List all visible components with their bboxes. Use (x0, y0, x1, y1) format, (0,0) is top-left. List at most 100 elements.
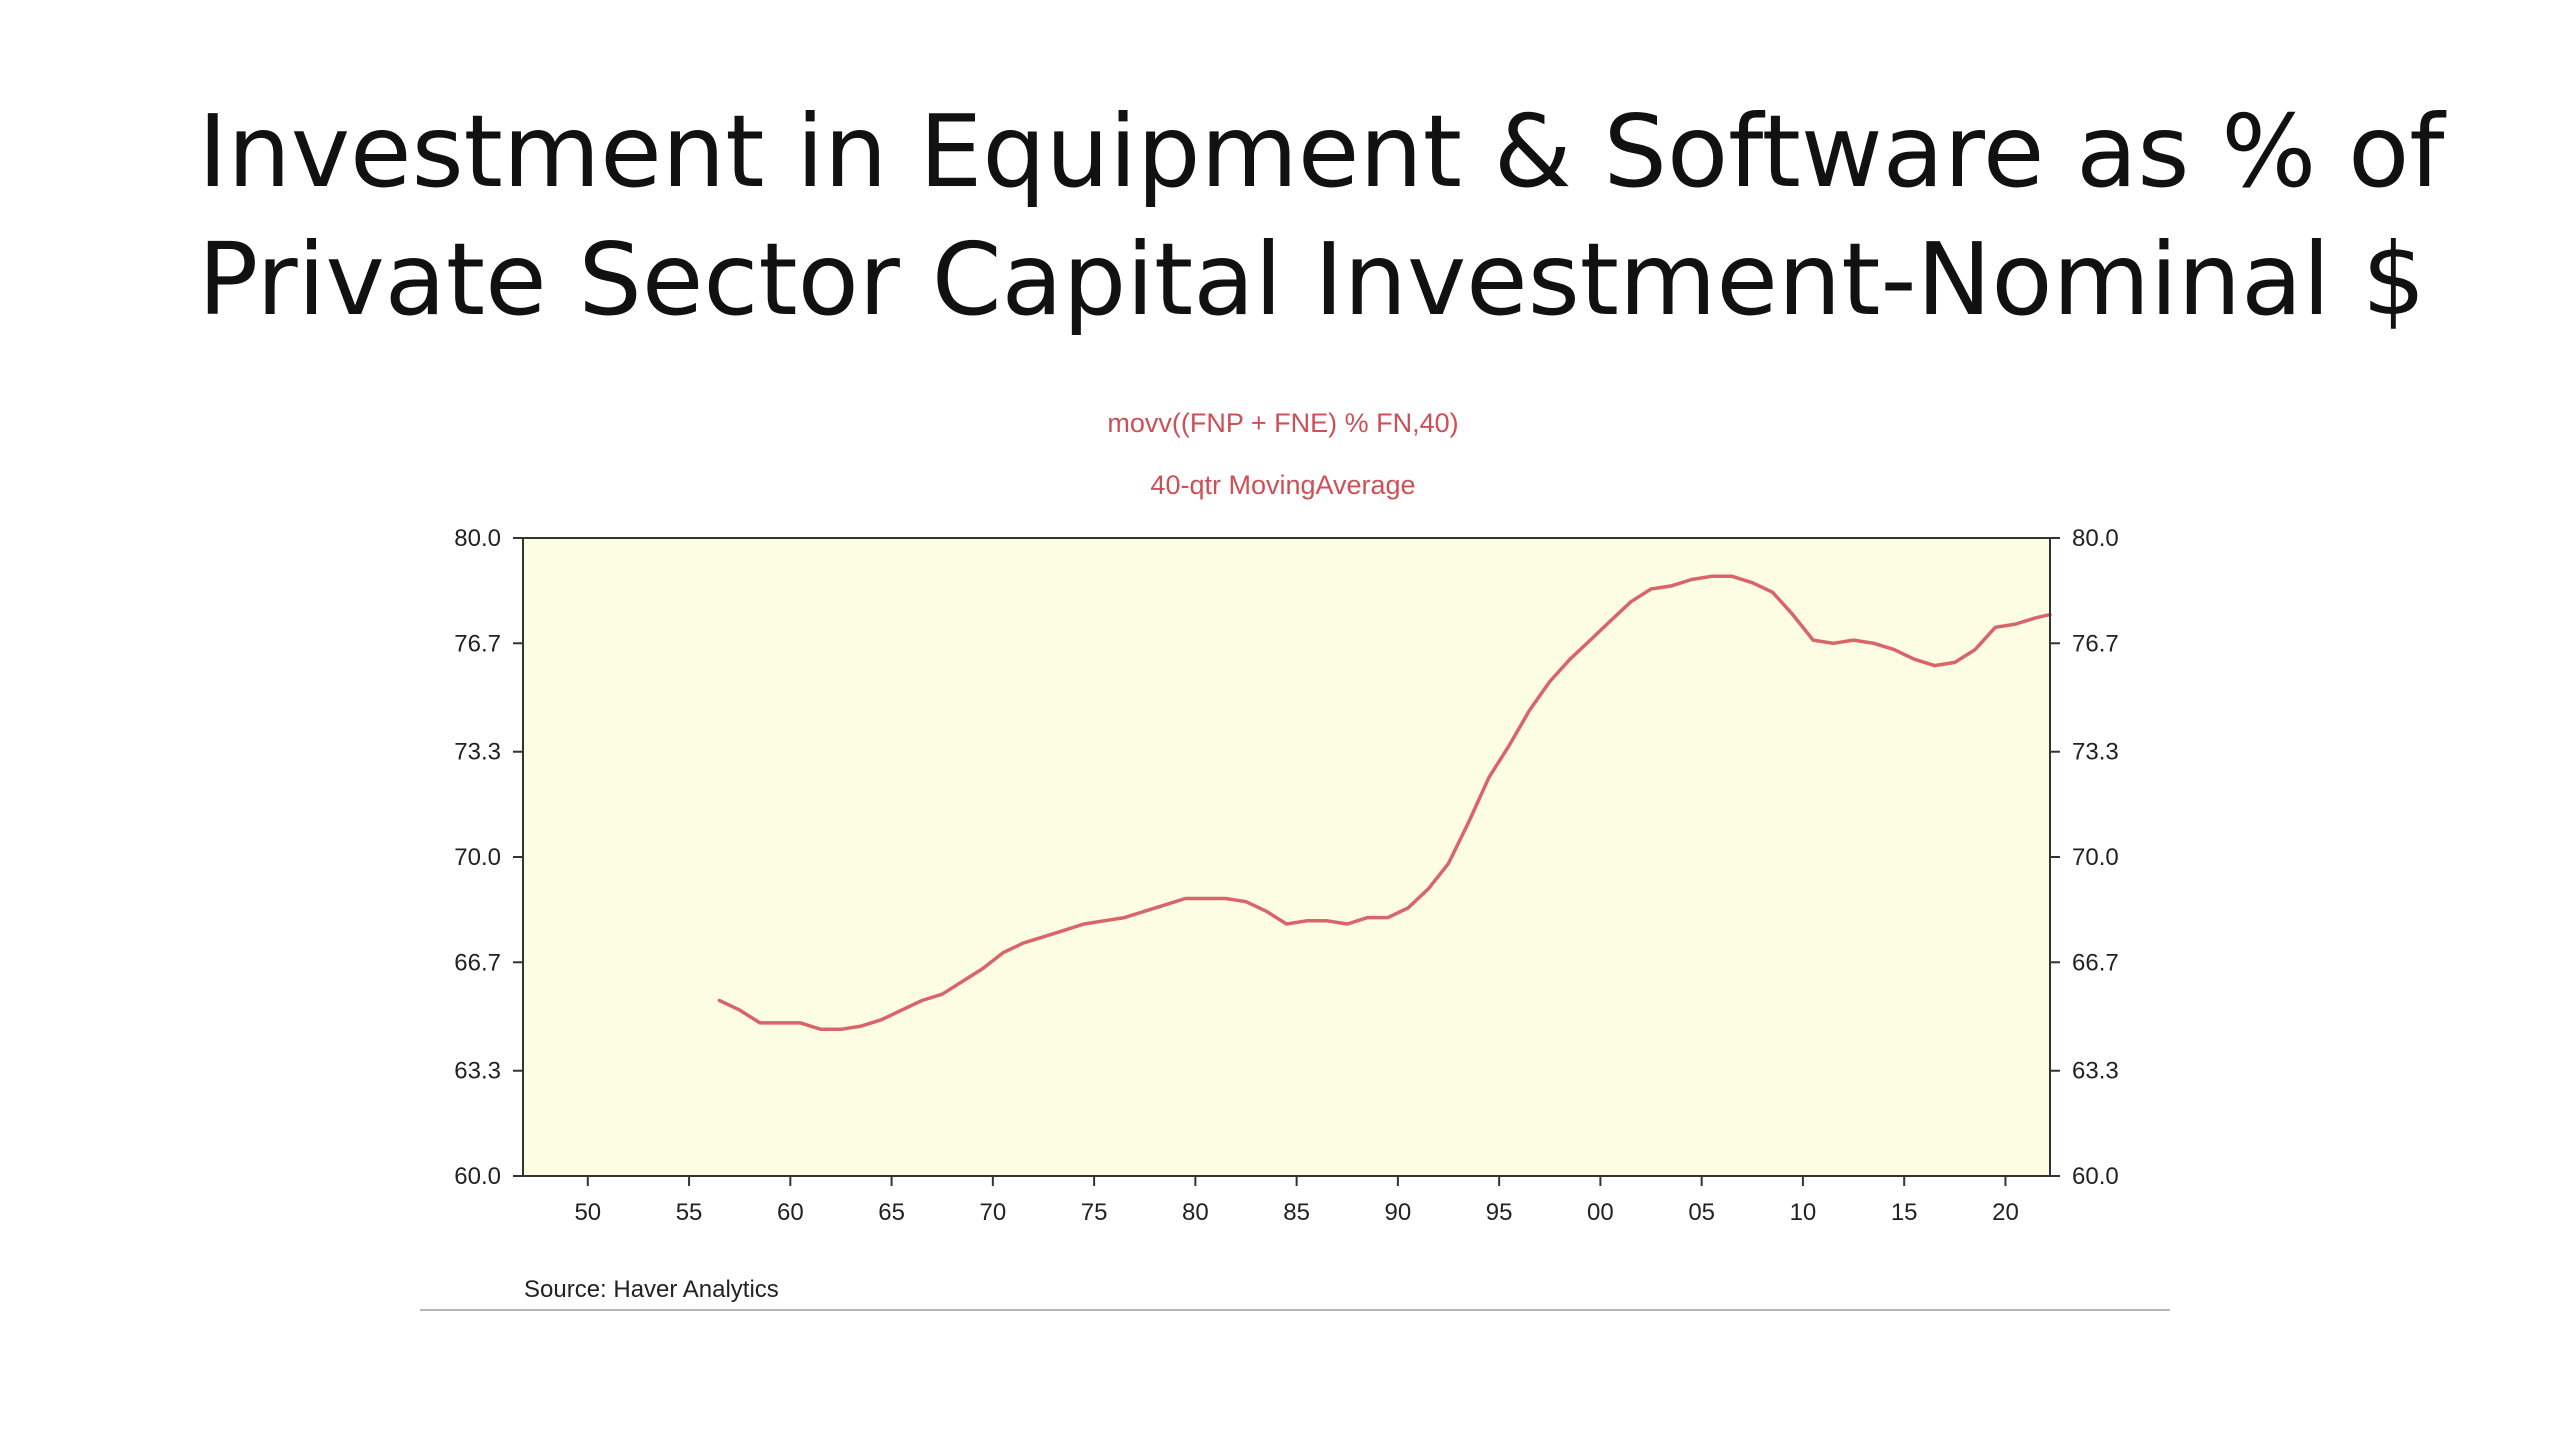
data-point (961, 980, 963, 982)
y-tick-label-right: 66.7 (2072, 949, 2119, 976)
data-point (1022, 942, 1024, 944)
data-point (1589, 639, 1591, 641)
data-point (1204, 897, 1206, 899)
x-tick-label: 95 (1486, 1199, 1513, 1226)
data-point (1934, 665, 1936, 667)
data-point (1306, 920, 1308, 922)
y-tick-label-left: 76.7 (454, 630, 501, 657)
y-tick-label-left: 63.3 (454, 1058, 501, 1085)
slide-title: Investment in Equipment & Software as % … (198, 88, 2445, 344)
data-point (1448, 862, 1450, 864)
y-tick-label-left: 60.0 (454, 1163, 501, 1190)
data-point (1994, 626, 1996, 628)
y-tick-label-right: 60.0 (2072, 1163, 2119, 1190)
y-axis-right: 60.0 63.3 66.7 70.0 73.3 76.7 80.0 (2050, 525, 2119, 1190)
data-point (739, 1009, 741, 1011)
slide-title-line-1: Investment in Equipment & Software as % … (198, 93, 2445, 210)
data-point (860, 1025, 862, 1027)
y-tick-label-left: 73.3 (454, 739, 501, 766)
x-tick-label: 85 (1283, 1199, 1310, 1226)
data-point (1853, 639, 1855, 641)
chart-subtitle: 40-qtr MovingAverage (1150, 470, 1415, 500)
data-point (1286, 923, 1287, 925)
data-point (1630, 601, 1632, 603)
data-point (1711, 575, 1713, 577)
y-tick-label-right: 76.7 (2072, 630, 2119, 657)
data-point (2015, 623, 2017, 625)
y-tick-label-left: 80.0 (454, 525, 501, 552)
data-point (1812, 639, 1814, 641)
data-point (779, 1022, 781, 1024)
x-tick-label: 00 (1587, 1199, 1614, 1226)
x-tick-label: 20 (1992, 1199, 2019, 1226)
data-point (1326, 920, 1328, 922)
data-point (1123, 917, 1125, 919)
chart-title: movv((FNP + FNE) % FN,40) (1107, 408, 1458, 438)
x-tick-label: 10 (1790, 1199, 1817, 1226)
y-tick-label-left: 70.0 (454, 844, 501, 871)
data-point (1427, 888, 1429, 890)
y-tick-label-left: 66.7 (454, 949, 501, 976)
data-point (1103, 920, 1105, 922)
x-tick-label: 05 (1688, 1199, 1715, 1226)
data-point (1225, 897, 1227, 899)
x-tick-label: 15 (1891, 1199, 1918, 1226)
data-point (718, 1000, 720, 1002)
data-point (1913, 658, 1915, 660)
y-tick-label-right: 63.3 (2072, 1058, 2119, 1085)
data-point (1832, 642, 1834, 644)
x-tick-label: 55 (676, 1199, 703, 1226)
data-point (2035, 617, 2037, 619)
y-tick-label-right: 73.3 (2072, 739, 2119, 766)
data-point (1691, 578, 1693, 580)
data-point (1488, 776, 1490, 778)
data-point (1083, 923, 1085, 925)
data-point (1002, 952, 1004, 954)
x-axis: 50 55 60 65 70 75 80 85 90 95 00 05 10 15 20 (574, 1176, 2019, 1226)
x-tick-label: 65 (878, 1199, 905, 1226)
data-point (941, 993, 943, 995)
data-point (1468, 821, 1470, 823)
x-tick-label: 90 (1385, 1199, 1412, 1226)
data-point (1042, 936, 1044, 938)
data-point (1063, 929, 1065, 931)
data-point (901, 1009, 903, 1011)
x-tick-label: 75 (1081, 1199, 1108, 1226)
data-point (1144, 910, 1146, 912)
data-point (1792, 614, 1794, 616)
data-point (1346, 923, 1348, 925)
plot-area (523, 538, 2050, 1176)
data-point (1974, 649, 1976, 651)
data-point (1184, 897, 1186, 899)
data-point (1751, 582, 1753, 584)
data-point (1407, 907, 1409, 909)
data-point (759, 1022, 761, 1024)
x-tick-label: 60 (777, 1199, 804, 1226)
x-tick-label: 50 (574, 1199, 601, 1226)
data-point (820, 1028, 822, 1030)
data-point (880, 1019, 882, 1021)
data-point (1731, 575, 1733, 577)
data-point (1164, 904, 1166, 906)
plot-frame (522, 537, 2051, 1177)
data-point (1245, 901, 1247, 903)
data-point (1549, 681, 1551, 683)
data-point (982, 968, 984, 970)
data-point (1367, 917, 1369, 919)
data-point (1265, 910, 1267, 912)
data-point (1650, 588, 1652, 590)
series-layer (717, 574, 2052, 1032)
data-point (799, 1022, 801, 1024)
data-point (1954, 661, 1956, 663)
x-tick-label: 70 (979, 1199, 1006, 1226)
data-point (840, 1028, 842, 1030)
data-point (1529, 709, 1531, 711)
data-point (1387, 917, 1389, 919)
data-point (1610, 620, 1612, 622)
data-point (1772, 591, 1774, 593)
data-point (1508, 744, 1510, 746)
y-tick-label-right: 70.0 (2072, 844, 2119, 871)
y-axis-left: 60.0 63.3 66.7 70.0 73.3 76.7 80.0 (454, 525, 523, 1190)
